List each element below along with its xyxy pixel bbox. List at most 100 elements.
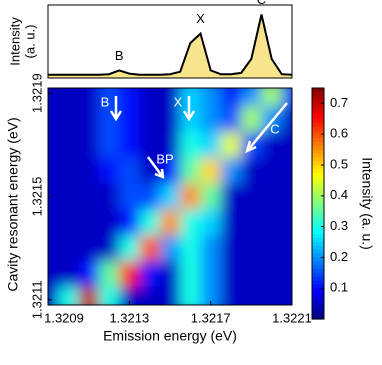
heatmap-cell	[281, 131, 292, 159]
heatmap-cell	[220, 106, 242, 133]
heatmap-cell	[78, 209, 100, 236]
heatmap-cell	[200, 209, 222, 236]
colorbar-slice	[312, 118, 324, 124]
heatmap-cell	[200, 131, 222, 159]
heatmap-cell	[200, 286, 222, 305]
colorbar-slice	[312, 249, 324, 255]
heatmap-cell	[159, 183, 181, 210]
heatmap-cell	[180, 183, 201, 210]
colorbar-slice	[312, 265, 324, 270]
heatmap-cell	[261, 157, 283, 185]
heatmap-cell	[180, 88, 201, 107]
colorbar-slice	[312, 226, 324, 232]
heatmap-cell	[159, 286, 181, 305]
colorbar-slice	[312, 165, 324, 170]
heatmap-cell	[119, 157, 140, 185]
plot-frame	[47, 4, 293, 79]
colorbar-slice	[312, 95, 324, 101]
colorbar-tick-label: 0.4	[330, 187, 348, 202]
heatmap-cell	[139, 286, 161, 305]
heatmap-cell	[261, 235, 283, 262]
heatmap-cell	[220, 183, 242, 210]
heatmap-cell	[180, 235, 201, 262]
colorbar-slice	[312, 130, 324, 135]
heatmap-cell	[78, 157, 100, 185]
colorbar-slice	[312, 122, 324, 128]
heatmap-cell	[119, 183, 140, 210]
heatmap-cell	[281, 106, 292, 133]
colorbar-slice	[312, 91, 324, 97]
colorbar-slice	[312, 161, 324, 166]
heatmap-cell	[119, 106, 140, 133]
heatmap-cells	[48, 88, 292, 305]
spectrum-panel: Intensity(a. u.) B X C	[7, 0, 293, 79]
heatmap-cell	[200, 235, 222, 262]
heatmap-cell	[200, 157, 222, 185]
colorbar-slice	[312, 88, 324, 93]
colorbar-slice	[312, 172, 324, 178]
y-axis-label: Intensity	[7, 17, 22, 66]
heatmap-cell	[98, 88, 120, 107]
heatmap-cell	[241, 88, 262, 107]
colorbar-slice	[312, 268, 324, 274]
colorbar-slice	[312, 242, 324, 247]
heatmap-cell	[180, 286, 201, 305]
heatmap-cell	[48, 131, 59, 159]
heatmap-cell	[78, 183, 100, 210]
arrow	[245, 102, 288, 154]
heatmap-cell	[159, 261, 181, 288]
heatmap-cell	[261, 209, 283, 236]
x-tick-label: 1.3209	[44, 310, 84, 325]
heatmap-cell	[98, 235, 120, 262]
heatmap-cell	[281, 235, 292, 262]
colorbar-slice	[312, 145, 324, 151]
heatmap-cell	[241, 286, 262, 305]
colorbar-slice	[312, 245, 324, 251]
annotation: B	[101, 94, 110, 109]
heatmap-cell	[241, 235, 262, 262]
heatmap-cell	[58, 88, 79, 107]
heatmap-cell	[119, 261, 140, 288]
colorbar-slice	[312, 103, 324, 108]
heatmap-cell	[281, 261, 292, 288]
heatmap-cell	[220, 235, 242, 262]
colorbar-slice	[312, 215, 324, 220]
colorbar-slice	[312, 222, 324, 228]
colorbar-slice	[312, 157, 324, 162]
heatmap-cell	[48, 209, 59, 236]
heatmap-cell	[241, 183, 262, 210]
heatmap-cell	[159, 88, 181, 107]
heatmap-cell	[159, 131, 181, 159]
heatmap-cell	[180, 261, 201, 288]
heatmap-blur	[48, 88, 292, 305]
colorbar-slice	[312, 299, 324, 305]
heatmap-cell	[281, 286, 292, 305]
heatmap-cell	[58, 235, 79, 262]
colorbar-slice	[312, 303, 324, 309]
heatmap-cell	[220, 88, 242, 107]
heatmap-cell	[119, 235, 140, 262]
spectrum-line	[48, 14, 293, 76]
colorbar-slice	[312, 311, 324, 316]
heatmap-cell	[281, 157, 292, 185]
colorbar-slice	[312, 315, 324, 320]
heatmap-cell	[139, 131, 161, 159]
heatmap-cell	[58, 209, 79, 236]
colorbar-tick-label: 0.1	[330, 280, 348, 295]
colorbar-tick-label: 0.7	[330, 95, 348, 110]
y-tick-label: 1.3211	[29, 280, 44, 319]
colorbar-slice	[312, 218, 324, 224]
colorbar-slice	[312, 134, 324, 139]
heatmap-cell	[159, 157, 181, 185]
colorbar-slice	[312, 253, 324, 258]
heatmap-cell	[58, 131, 79, 159]
colorbar-label: Intensity (a. u.)	[359, 157, 375, 250]
heatmap-cell	[98, 286, 120, 305]
y-axis-label: Cavity resonant energy (eV)	[5, 117, 21, 291]
x-tick-label: 1.3221	[272, 310, 312, 325]
colorbar-slice	[312, 295, 324, 301]
heatmap-cell	[48, 157, 59, 185]
colorbar-slice	[312, 149, 324, 155]
colorbar-slice	[312, 176, 324, 181]
